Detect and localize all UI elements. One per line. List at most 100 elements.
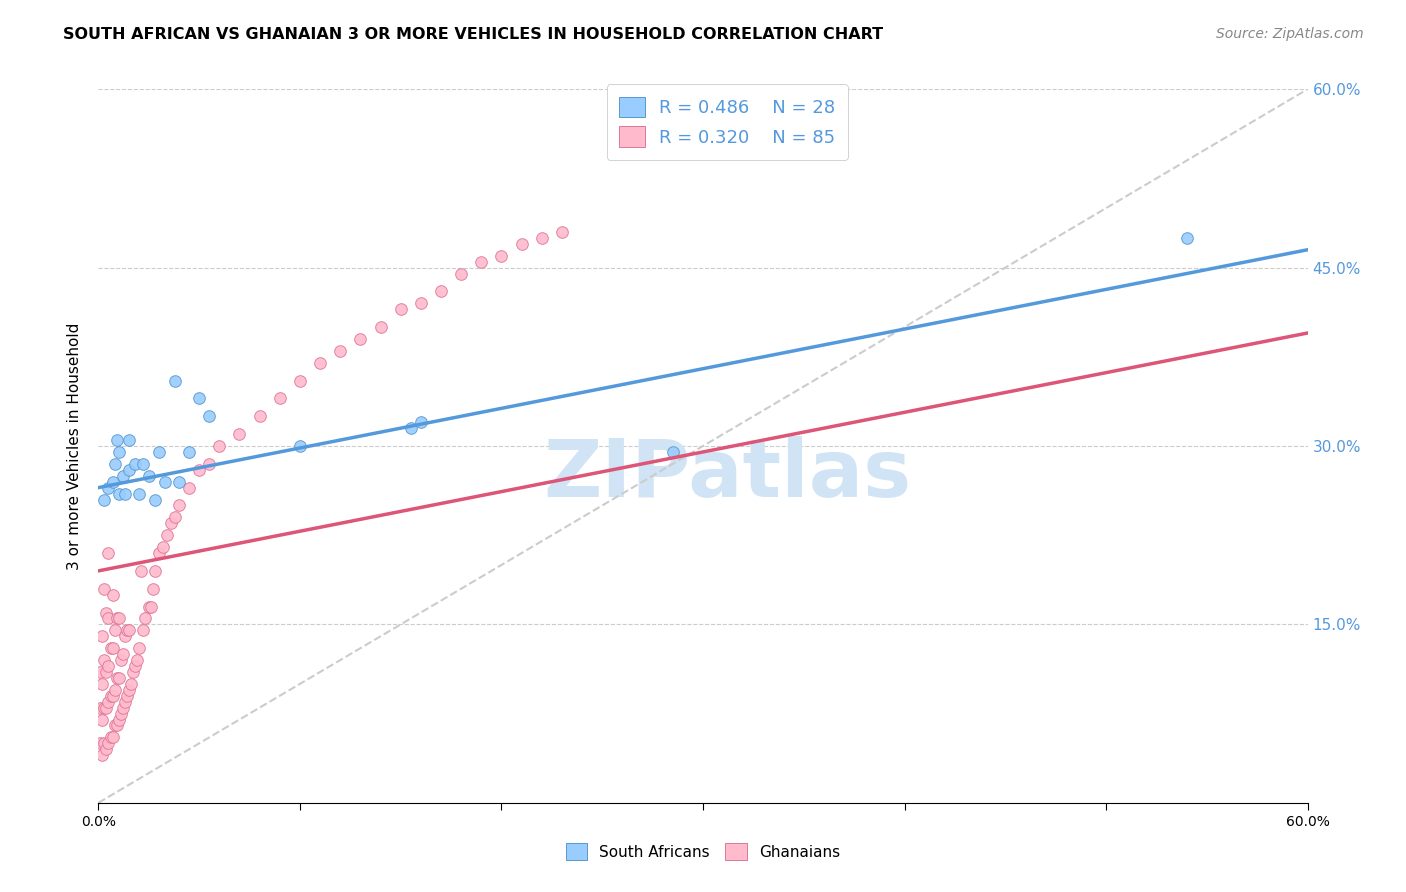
Point	[111, 468, 134, 483]
Point	[111, 647, 134, 661]
Point	[101, 588, 124, 602]
Point	[101, 689, 124, 703]
Point	[430, 285, 453, 299]
Point	[93, 582, 115, 596]
Point	[661, 445, 683, 459]
Text: Source: ZipAtlas.com: Source: ZipAtlas.com	[1216, 27, 1364, 41]
Point	[91, 713, 114, 727]
Point	[143, 564, 166, 578]
Point	[96, 606, 118, 620]
Point	[125, 653, 148, 667]
Point	[91, 629, 114, 643]
Point	[179, 481, 201, 495]
Point	[107, 611, 129, 625]
Point	[129, 564, 152, 578]
Legend: South Africans, Ghanaians: South Africans, Ghanaians	[560, 837, 846, 866]
Point	[103, 624, 125, 638]
Point	[329, 343, 352, 358]
Point	[107, 713, 129, 727]
Point	[114, 629, 136, 643]
Point	[208, 439, 231, 453]
Point	[100, 641, 122, 656]
Point	[93, 653, 115, 667]
Point	[111, 700, 134, 714]
Point	[288, 439, 311, 453]
Point	[152, 540, 174, 554]
Point	[118, 682, 141, 697]
Point	[105, 718, 128, 732]
Point	[93, 492, 115, 507]
Point	[510, 236, 533, 251]
Point	[132, 624, 155, 638]
Point	[105, 433, 128, 447]
Text: SOUTH AFRICAN VS GHANAIAN 3 OR MORE VEHICLES IN HOUSEHOLD CORRELATION CHART: SOUTH AFRICAN VS GHANAIAN 3 OR MORE VEHI…	[63, 27, 883, 42]
Point	[163, 374, 186, 388]
Point	[1175, 231, 1198, 245]
Point	[124, 457, 146, 471]
Text: ZIPatlas: ZIPatlas	[543, 435, 911, 514]
Y-axis label: 3 or more Vehicles in Household: 3 or more Vehicles in Household	[67, 322, 83, 570]
Point	[89, 665, 111, 679]
Point	[143, 492, 166, 507]
Point	[530, 231, 553, 245]
Point	[114, 695, 136, 709]
Point	[97, 736, 120, 750]
Point	[118, 463, 141, 477]
Point	[93, 736, 115, 750]
Point	[93, 700, 115, 714]
Point	[89, 700, 111, 714]
Point	[107, 671, 129, 685]
Point	[249, 409, 271, 424]
Point	[167, 499, 190, 513]
Point	[89, 736, 111, 750]
Point	[163, 510, 186, 524]
Point	[107, 486, 129, 500]
Point	[288, 374, 311, 388]
Point	[97, 481, 120, 495]
Point	[138, 468, 160, 483]
Point	[228, 427, 250, 442]
Point	[97, 546, 120, 560]
Point	[97, 695, 120, 709]
Point	[309, 356, 332, 370]
Point	[124, 659, 146, 673]
Point	[134, 611, 156, 625]
Point	[96, 742, 118, 756]
Point	[118, 624, 141, 638]
Point	[105, 611, 128, 625]
Point	[101, 641, 124, 656]
Point	[156, 528, 179, 542]
Point	[153, 475, 176, 489]
Point	[114, 486, 136, 500]
Point	[450, 267, 472, 281]
Point	[551, 225, 574, 239]
Point	[399, 421, 422, 435]
Point	[188, 392, 211, 406]
Point	[148, 546, 170, 560]
Point	[349, 332, 371, 346]
Point	[105, 671, 128, 685]
Point	[198, 409, 221, 424]
Point	[128, 486, 150, 500]
Point	[100, 731, 122, 745]
Point	[167, 475, 190, 489]
Point	[139, 599, 162, 614]
Point	[115, 689, 138, 703]
Point	[409, 296, 432, 310]
Point	[97, 611, 120, 625]
Point	[389, 302, 412, 317]
Point	[96, 665, 118, 679]
Point	[198, 457, 221, 471]
Point	[132, 457, 155, 471]
Point	[138, 599, 160, 614]
Point	[110, 706, 132, 721]
Point	[103, 457, 125, 471]
Point	[100, 689, 122, 703]
Point	[120, 677, 142, 691]
Point	[91, 677, 114, 691]
Point	[179, 445, 201, 459]
Point	[160, 516, 183, 531]
Point	[101, 731, 124, 745]
Point	[103, 682, 125, 697]
Point	[148, 445, 170, 459]
